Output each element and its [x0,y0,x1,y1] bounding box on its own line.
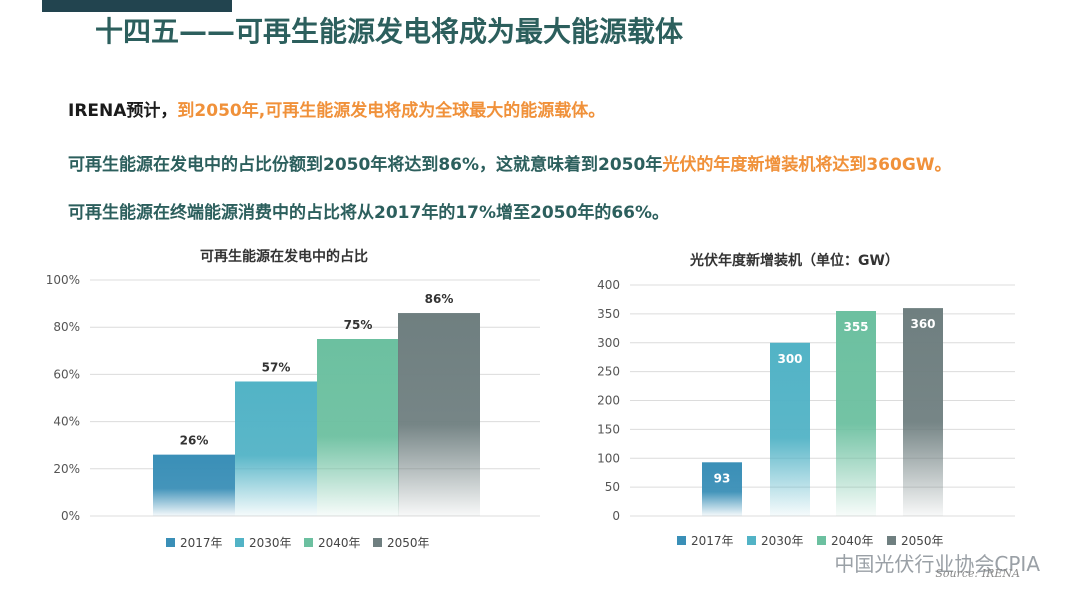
bullet-1-highlight: 到2050年,可再生能源发电将成为全球最大的能源载体。 [177,101,606,121]
legend-swatch [817,536,826,545]
legend-label: 2040年 [318,536,361,550]
bullet-line-1: IRENA预计，到2050年,可再生能源发电将成为全球最大的能源载体。 [68,96,605,121]
data-label: 360 [910,317,935,331]
legend-swatch [373,538,382,547]
legend-swatch [304,538,313,547]
legend-label: 2030年 [761,534,804,548]
bar-2040年 [836,310,876,516]
legend-label: 2050年 [387,536,430,550]
chart-1-title: 可再生能源在发电中的占比 [200,249,368,265]
data-label: 300 [777,352,802,366]
bullet-2-highlight: 光伏的年度新增装机将达到360GW。 [662,155,952,175]
bullet-2-prefix: 可再生能源在发电中的占比份额到2050年将达到86%，这就意味着到2050年 [68,155,663,175]
data-label: 75% [344,318,373,332]
bullet-1-prefix: IRENA预计， [68,101,178,121]
header-decoration-bar [42,0,232,12]
y-tick-label: 150 [597,422,620,436]
bar-2040年 [317,339,399,516]
legend-swatch [747,536,756,545]
y-tick-label: 350 [597,307,620,321]
data-label: 57% [262,360,291,374]
watermark: 中国光伏行业协会CPIA [834,552,1040,576]
y-tick-label: 100 [597,451,620,465]
source-note: Source: IRENA [935,567,1020,580]
bar-2050年 [398,313,480,516]
y-tick-label: 250 [597,365,620,379]
legend-label: 2017年 [691,534,734,548]
data-label: 355 [843,320,868,334]
y-tick-label: 50 [605,480,620,494]
chart-2-pv-installation: 0 50 100 150 200 250 300 350 400 93 300 355 360 2017年… [597,278,1015,548]
bar-2030年 [770,342,810,516]
y-tick-label: 80% [53,320,80,334]
y-tick-label: 400 [597,278,620,292]
y-tick-label: 100% [46,273,80,287]
data-label: 93 [714,471,731,485]
y-tick-label: 200 [597,394,620,408]
y-tick-label: 40% [53,415,80,429]
legend-swatch [166,538,175,547]
y-tick-label: 300 [597,336,620,350]
page-title: 十四五——可再生能源发电将成为最大能源载体 [95,15,684,48]
legend-label: 2030年 [249,536,292,550]
y-tick-label: 20% [53,462,80,476]
y-tick-label: 60% [53,367,80,381]
y-tick-label: 0 [612,509,620,523]
data-label: 26% [180,434,209,448]
y-tick-label: 0% [61,509,80,523]
bar-2050年 [903,308,943,516]
chart-2-title: 光伏年度新增装机（单位：GW） [690,253,899,269]
bullet-line-3: 可再生能源在终端能源消费中的占比将从2017年的17%增至2050年的66%。 [68,203,670,223]
bullet-line-2: 可再生能源在发电中的占比份额到2050年将达到86%，这就意味着到2050年光伏… [68,150,952,175]
legend-label: 2050年 [901,534,944,548]
chart-1-renewable-share: 0% 20% 40% 60% 80% 100% 26% 57% 75% 86% 2017年 2030年… [46,273,540,550]
legend-swatch [235,538,244,547]
legend-label: 2040年 [831,534,874,548]
legend-swatch [677,536,686,545]
bar-2017年 [702,462,742,516]
bar-2030年 [235,381,317,516]
data-label: 86% [425,292,454,306]
bar-2017年 [153,454,235,516]
legend-swatch [887,536,896,545]
legend-label: 2017年 [180,536,223,550]
